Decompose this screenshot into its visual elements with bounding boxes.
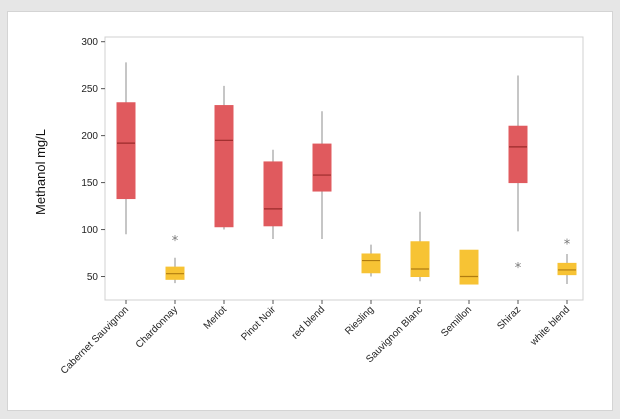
x-tick-label: Cabernet Sauvignon — [59, 304, 131, 376]
outlier-marker: * — [515, 261, 522, 276]
x-axis: Cabernet Sauvignon Chardonnay Merlot Pinot … — [59, 300, 572, 377]
box-riesling — [361, 244, 381, 277]
box-cabernet-sauvignon — [116, 62, 136, 235]
x-tick-label: white blend — [528, 304, 572, 348]
box-iqr — [312, 143, 332, 192]
outlier-marker: * — [564, 238, 571, 253]
y-tick-label: 200 — [81, 131, 98, 142]
box-merlot — [214, 85, 234, 230]
box-iqr — [459, 249, 479, 285]
plot-area — [104, 36, 584, 301]
y-tick-label: 50 — [87, 272, 99, 283]
box-semillon — [459, 249, 479, 285]
box-pinot-noir — [263, 149, 283, 239]
x-tick-label: Merlot — [202, 304, 230, 332]
box-shiraz: * — [508, 75, 528, 276]
box-iqr — [557, 262, 577, 276]
x-tick-label: Shiraz — [495, 304, 523, 332]
y-tick-label: 150 — [81, 178, 98, 189]
y-axis: 50 100 150 200 250 300 — [81, 37, 105, 283]
y-axis-label: Methanol mg/L — [33, 129, 48, 215]
box-chardonnay: * — [165, 234, 185, 284]
x-tick-label: Chardonnay — [134, 304, 180, 350]
y-tick-label: 300 — [81, 37, 98, 48]
x-tick-label: Semillon — [439, 304, 474, 339]
box-red-blend — [312, 111, 332, 239]
x-tick-label: Pinot Noir — [239, 304, 278, 343]
box-iqr — [263, 161, 283, 227]
x-tick-label: Riesling — [343, 304, 376, 337]
box-iqr — [410, 241, 430, 278]
box-series: * * * — [116, 62, 577, 285]
y-tick-label: 250 — [81, 84, 98, 95]
box-iqr — [508, 125, 528, 184]
box-iqr — [214, 105, 234, 228]
box-iqr — [116, 102, 136, 200]
box-sauvignon-blanc — [410, 211, 430, 282]
y-tick-label: 100 — [81, 225, 98, 236]
outlier-marker: * — [172, 234, 179, 249]
box-iqr — [361, 253, 381, 274]
box-white-blend: * — [557, 238, 577, 285]
x-tick-label: red blend — [290, 304, 327, 341]
